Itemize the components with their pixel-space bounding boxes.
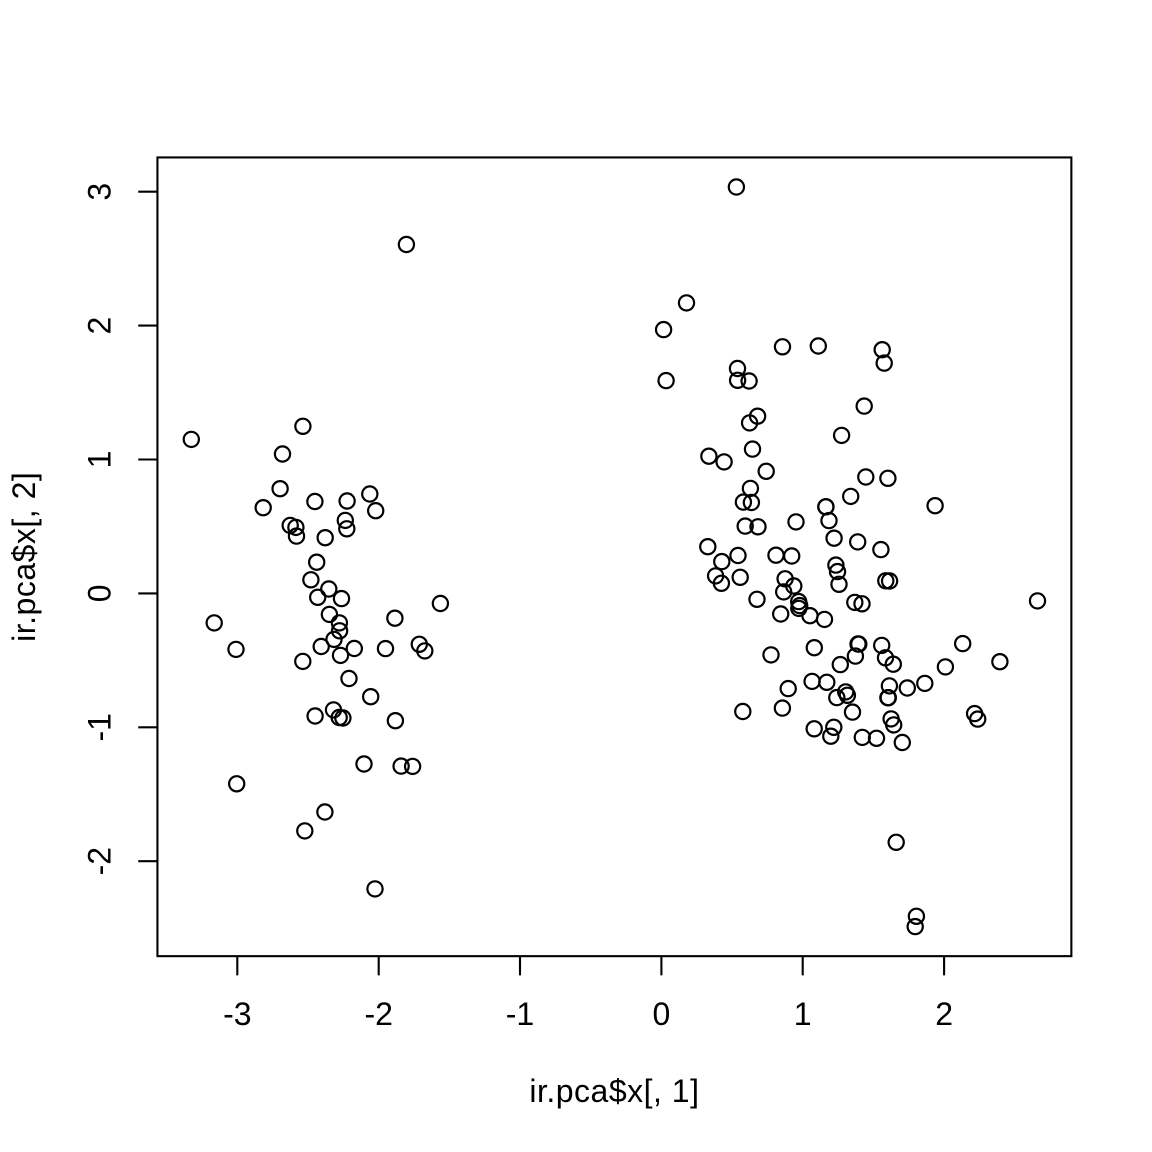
svg-text:0: 0 [81,585,117,603]
svg-text:-1: -1 [506,996,534,1032]
svg-text:1: 1 [81,451,117,469]
svg-text:ir.pca$x[, 2]: ir.pca$x[, 2] [6,472,42,642]
svg-text:0: 0 [653,996,671,1032]
svg-text:-2: -2 [81,847,117,875]
svg-text:-1: -1 [81,713,117,741]
svg-text:-2: -2 [364,996,392,1032]
svg-text:ir.pca$x[, 1]: ir.pca$x[, 1] [529,1073,699,1109]
svg-text:-3: -3 [223,996,251,1032]
svg-text:3: 3 [81,183,117,201]
svg-text:2: 2 [81,317,117,335]
svg-text:2: 2 [935,996,953,1032]
svg-text:1: 1 [794,996,812,1032]
